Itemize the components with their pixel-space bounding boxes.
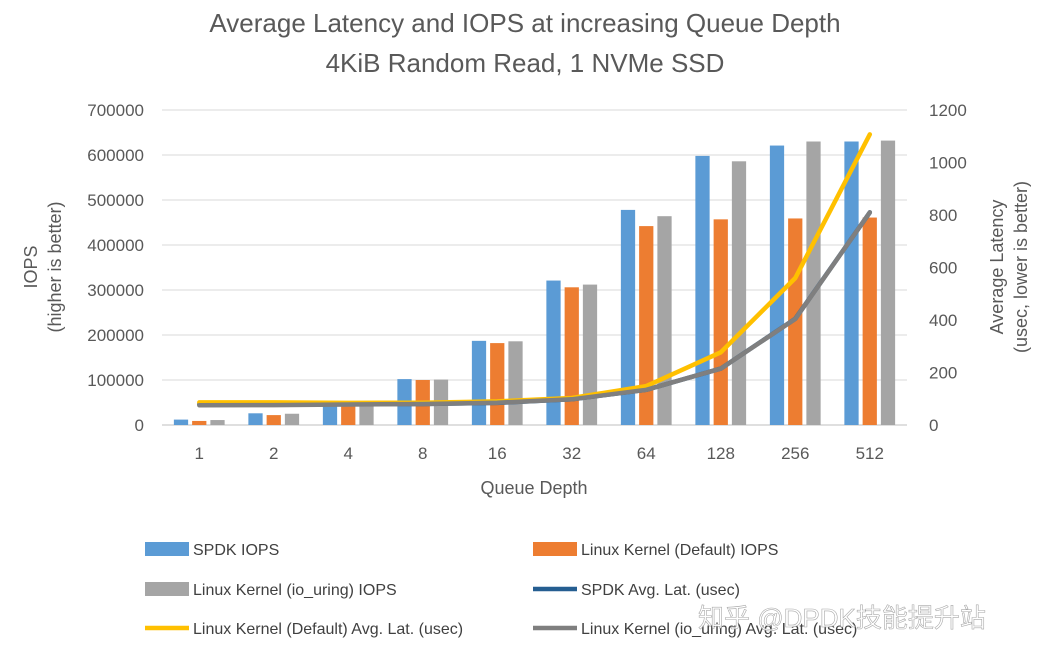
bar-spdk-iops bbox=[173, 419, 189, 425]
x-tick-label: 8 bbox=[418, 444, 427, 463]
y-left-tick-label: 0 bbox=[135, 416, 144, 435]
y-right-tick-label: 600 bbox=[929, 259, 957, 278]
right-axis-ticks: 0 200 400 600 800 1000 1200 bbox=[929, 101, 967, 435]
left-axis-ticks: 0 100000 200000 300000 400000 500000 600000 700… bbox=[87, 101, 144, 435]
y-left-tick-label: 200000 bbox=[87, 326, 144, 345]
bar-spdk-iops bbox=[322, 402, 338, 425]
y-axis-left-label-line1: IOPS bbox=[21, 245, 41, 288]
bar-spdk-iops bbox=[769, 145, 785, 426]
y-right-tick-label: 1000 bbox=[929, 154, 967, 173]
bar-linux-kernel-default-iops bbox=[341, 406, 356, 425]
bar-spdk-iops bbox=[620, 209, 636, 425]
gridlines bbox=[162, 109, 907, 426]
legend-label: Linux Kernel (Default) Avg. Lat. (usec) bbox=[193, 621, 463, 638]
y-axis-right-label: Average Latency (usec, lower is better) bbox=[987, 181, 1031, 353]
y-right-tick-label: 800 bbox=[929, 206, 957, 225]
bar-spdk-iops bbox=[844, 141, 859, 425]
y-right-tick-label: 200 bbox=[929, 364, 957, 383]
bar-linux-kernel-default-iops bbox=[192, 420, 207, 425]
y-axis-right-label-line2: (usec, lower is better) bbox=[1011, 181, 1031, 353]
legend-swatch bbox=[145, 542, 189, 556]
line-linux-kernel-default-avg-lat-usec- bbox=[197, 132, 873, 406]
bar-spdk-iops bbox=[471, 340, 487, 425]
bar-linux-kernel-io-uring-iops bbox=[731, 161, 747, 426]
chart-subtitle: 4KiB Random Read, 1 NVMe SSD bbox=[326, 48, 725, 78]
bar-spdk-iops bbox=[695, 155, 710, 425]
x-tick-label: 32 bbox=[562, 444, 581, 463]
bar-spdk-iops bbox=[546, 280, 561, 425]
bar-linux-kernel-io-uring-iops bbox=[880, 140, 896, 425]
y-axis-left-label-line2: (higher is better) bbox=[45, 201, 65, 332]
x-tick-label: 2 bbox=[269, 444, 278, 463]
bar-linux-kernel-io-uring-iops bbox=[210, 420, 225, 425]
y-left-tick-label: 300000 bbox=[87, 281, 144, 300]
x-axis-label: Queue Depth bbox=[480, 478, 587, 498]
line-spdk-avg-lat-usec- bbox=[197, 210, 873, 407]
bar-series bbox=[173, 140, 896, 426]
x-tick-label: 1 bbox=[195, 444, 204, 463]
x-tick-label: 512 bbox=[856, 444, 884, 463]
bar-linux-kernel-io-uring-iops bbox=[582, 284, 598, 425]
y-axis-left-label: IOPS (higher is better) bbox=[21, 201, 65, 332]
bar-linux-kernel-io-uring-iops bbox=[508, 341, 523, 425]
watermark: 知乎 @DPDK技能提升站 bbox=[698, 603, 986, 633]
y-right-tick-label: 0 bbox=[929, 416, 938, 435]
legend: SPDK IOPS Linux Kernel (Default) IOPS Linu… bbox=[145, 542, 857, 638]
legend-label: Linux Kernel (Default) IOPS bbox=[581, 542, 778, 559]
bar-linux-kernel-default-iops bbox=[862, 217, 877, 425]
line-series bbox=[197, 132, 873, 408]
x-tick-label: 64 bbox=[637, 444, 656, 463]
y-left-tick-label: 600000 bbox=[87, 146, 144, 165]
y-right-tick-label: 1200 bbox=[929, 101, 967, 120]
x-axis-ticks: 1 2 4 8 16 32 64 128 256 512 bbox=[195, 444, 884, 463]
y-left-tick-label: 500000 bbox=[87, 191, 144, 210]
bar-linux-kernel-io-uring-iops bbox=[359, 403, 374, 425]
legend-label: Linux Kernel (io_uring) IOPS bbox=[193, 582, 397, 599]
bar-linux-kernel-default-iops bbox=[266, 415, 281, 425]
bar-linux-kernel-default-iops bbox=[713, 219, 728, 425]
bar-linux-kernel-io-uring-iops bbox=[806, 141, 821, 425]
bar-linux-kernel-io-uring-iops bbox=[284, 413, 300, 425]
x-tick-label: 16 bbox=[488, 444, 507, 463]
bar-linux-kernel-default-iops bbox=[564, 287, 579, 425]
bar-linux-kernel-default-iops bbox=[639, 226, 654, 425]
y-right-tick-label: 400 bbox=[929, 311, 957, 330]
bar-linux-kernel-io-uring-iops bbox=[657, 216, 672, 425]
legend-label: Linux Kernel (io_uring) Avg. Lat. (usec) bbox=[581, 621, 857, 638]
y-left-tick-label: 100000 bbox=[87, 371, 144, 390]
chart-title: Average Latency and IOPS at increasing Q… bbox=[209, 8, 840, 38]
x-tick-label: 256 bbox=[781, 444, 809, 463]
line-linux-kernel-io-uring-avg-lat-usec- bbox=[197, 210, 873, 408]
x-tick-label: 128 bbox=[707, 444, 735, 463]
legend-label: SPDK IOPS bbox=[193, 542, 279, 559]
bar-linux-kernel-default-iops bbox=[490, 343, 505, 425]
y-left-tick-label: 400000 bbox=[87, 236, 144, 255]
y-left-tick-label: 700000 bbox=[87, 101, 144, 120]
legend-swatch bbox=[145, 582, 189, 596]
bar-spdk-iops bbox=[248, 413, 263, 425]
x-tick-label: 4 bbox=[344, 444, 353, 463]
y-axis-right-label-line1: Average Latency bbox=[987, 200, 1007, 335]
legend-swatch bbox=[533, 542, 577, 556]
legend-label: SPDK Avg. Lat. (usec) bbox=[581, 582, 740, 599]
